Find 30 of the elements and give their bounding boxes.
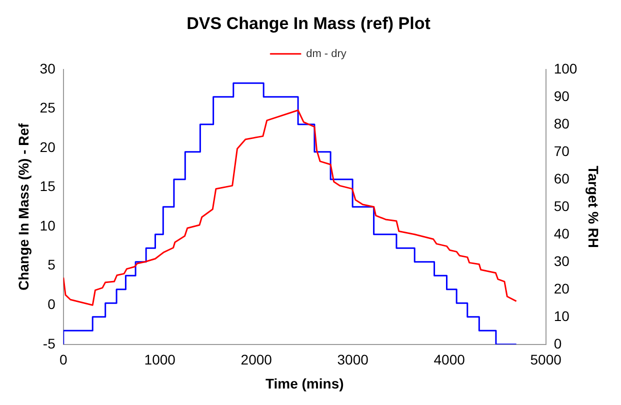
y2-tick-label: 60 bbox=[554, 170, 570, 186]
y-tick-label: 10 bbox=[40, 217, 56, 234]
y2-tick-label: 40 bbox=[554, 225, 570, 242]
y2-tick-label: 70 bbox=[554, 142, 570, 159]
x-tick-label: 3000 bbox=[337, 352, 369, 368]
y2-tick-label: 50 bbox=[554, 198, 570, 214]
y-tick-label: -5 bbox=[42, 335, 56, 352]
y-tick-label: 25 bbox=[40, 100, 56, 116]
y2-tick-label: 20 bbox=[554, 280, 570, 296]
y-tick-label: 30 bbox=[40, 60, 56, 76]
chart-title: DVS Change In Mass (ref) Plot bbox=[186, 14, 431, 33]
y2-tick-label: 90 bbox=[554, 88, 570, 104]
y-tick-label: 20 bbox=[40, 138, 56, 155]
y2-tick-label: 30 bbox=[554, 252, 570, 269]
x-axis-title: Time (mins) bbox=[265, 375, 344, 392]
x-tick-label: 5000 bbox=[530, 352, 562, 368]
y2-tick-label: 0 bbox=[554, 335, 562, 352]
y-tick-label: 0 bbox=[48, 296, 56, 312]
y2-tick-label: 100 bbox=[554, 60, 578, 76]
y2-axis-title: Target % RH bbox=[586, 166, 602, 248]
y2-tick-label: 80 bbox=[554, 115, 570, 132]
x-tick-label: 0 bbox=[59, 352, 68, 368]
legend-label: dm - dry bbox=[306, 48, 347, 60]
y-tick-label: 5 bbox=[48, 256, 56, 273]
y-tick-label: 15 bbox=[40, 178, 56, 194]
x-tick-label: 4000 bbox=[434, 352, 466, 368]
x-tick-label: 1000 bbox=[144, 352, 176, 368]
x-tick-label: 2000 bbox=[240, 352, 272, 368]
y2-tick-label: 10 bbox=[554, 308, 570, 324]
y-axis-title: Change In Mass (%) - Ref bbox=[15, 122, 32, 291]
